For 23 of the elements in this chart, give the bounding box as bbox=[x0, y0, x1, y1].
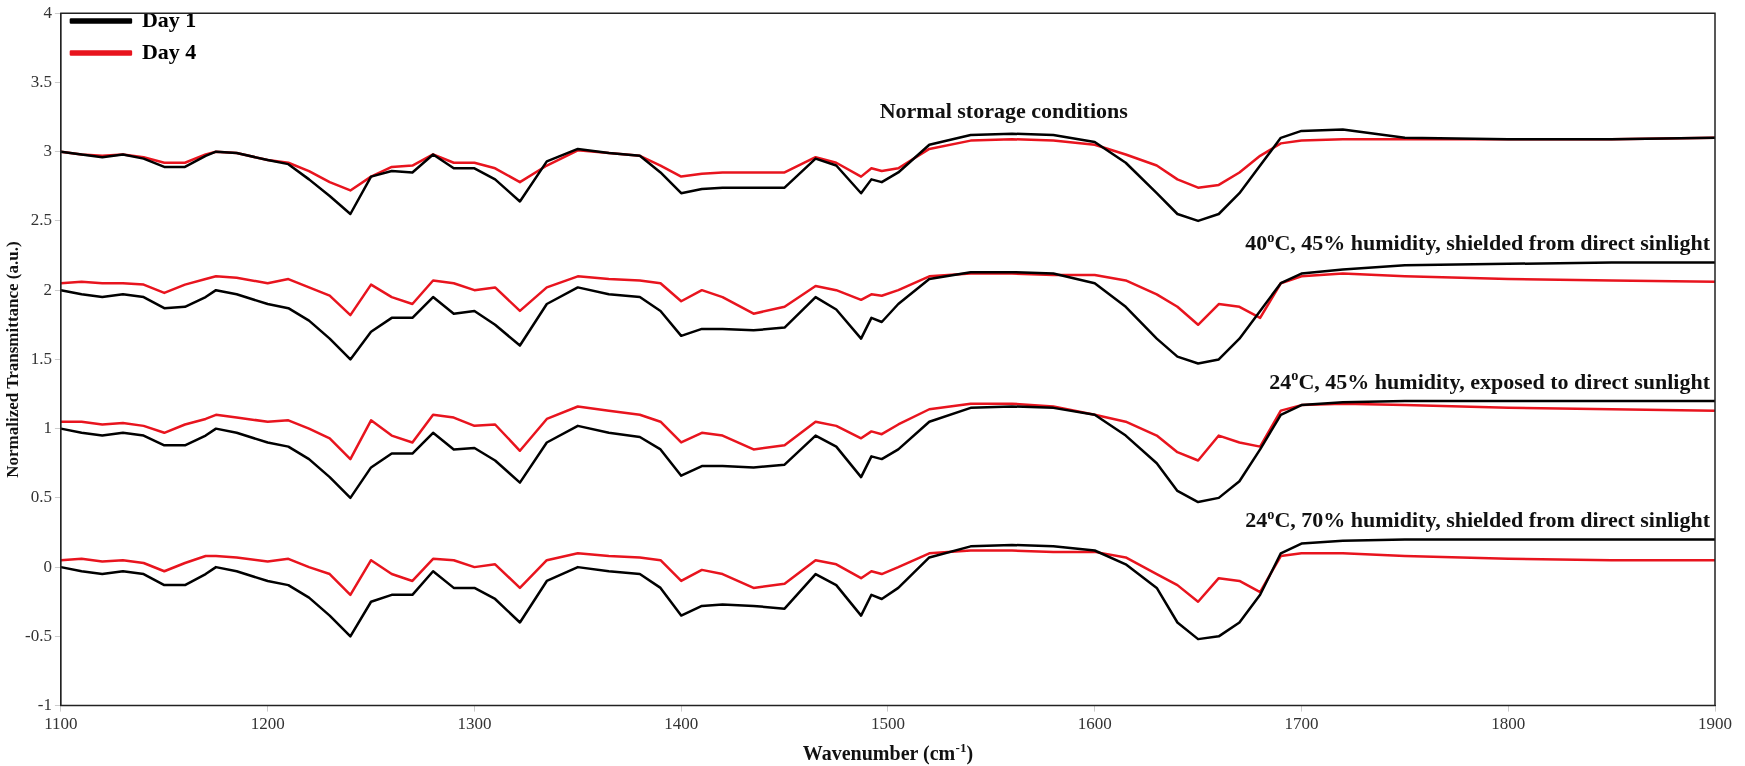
y-tick-label: 3 bbox=[43, 141, 52, 161]
x-tick-label: 1900 bbox=[1698, 714, 1732, 734]
y-tick-label: 1 bbox=[43, 418, 52, 438]
x-tick-label: 1200 bbox=[250, 714, 285, 734]
y-tick-label: -1 bbox=[37, 695, 52, 715]
y-tick-label: -0.5 bbox=[24, 625, 52, 645]
legend-label: Day 4 bbox=[141, 38, 197, 64]
annotation: Normal storage conditions bbox=[879, 97, 1129, 123]
y-axis-title: Normalized Transmittance (a.u.) bbox=[3, 241, 22, 478]
y-tick-label: 1.5 bbox=[30, 348, 52, 368]
x-tick-label: 1700 bbox=[1284, 714, 1319, 734]
x-tick-label: 1400 bbox=[664, 714, 699, 734]
x-tick-label: 1600 bbox=[1077, 714, 1112, 734]
y-tick-label: 2 bbox=[43, 279, 52, 299]
x-tick-label: 1300 bbox=[457, 714, 492, 734]
y-tick-label: 2.5 bbox=[30, 210, 52, 230]
y-tick-label: 4 bbox=[43, 2, 53, 22]
x-tick-label: 1800 bbox=[1491, 714, 1526, 734]
x-tick-label: 1100 bbox=[44, 714, 78, 734]
y-tick-label: 0 bbox=[43, 556, 52, 576]
y-tick-label: 0.5 bbox=[30, 487, 52, 507]
y-tick-label: 3.5 bbox=[30, 71, 52, 91]
x-tick-label: 1500 bbox=[870, 714, 905, 734]
